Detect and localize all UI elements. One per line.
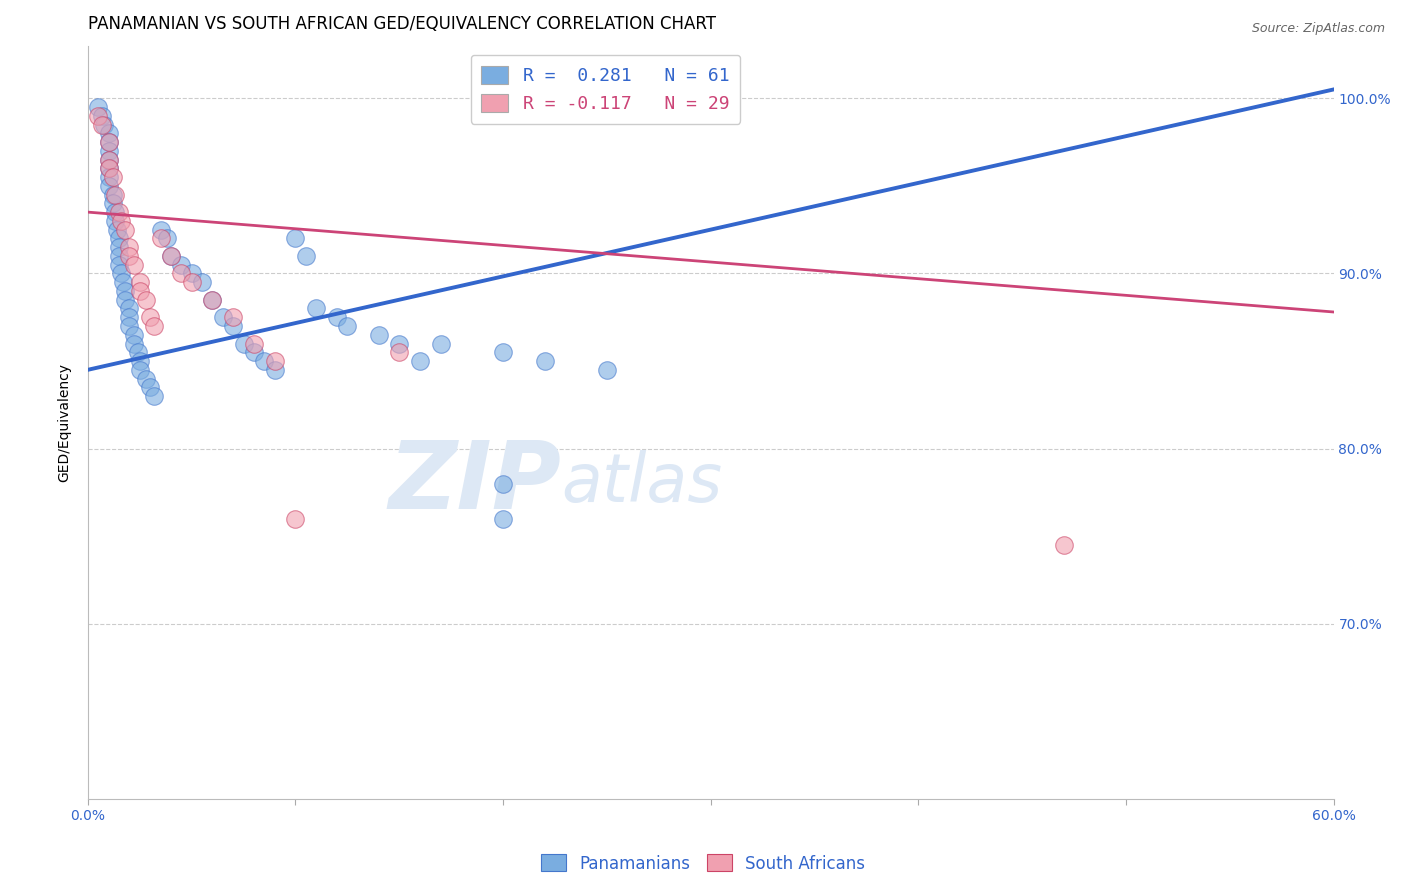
- Point: [122, 336, 145, 351]
- Point: [93, 118, 115, 132]
- Point: [135, 371, 157, 385]
- Text: PANAMANIAN VS SOUTH AFRICAN GED/EQUIVALENCY CORRELATION CHART: PANAMANIAN VS SOUTH AFRICAN GED/EQUIVALE…: [87, 15, 716, 33]
- Point: [367, 327, 389, 342]
- Point: [118, 301, 141, 316]
- Point: [108, 205, 131, 219]
- Point: [596, 363, 619, 377]
- Point: [104, 214, 127, 228]
- Point: [128, 275, 150, 289]
- Point: [127, 345, 149, 359]
- Point: [170, 267, 193, 281]
- Point: [1052, 538, 1074, 552]
- Legend: Panamanians, South Africans: Panamanians, South Africans: [534, 847, 872, 880]
- Point: [139, 310, 162, 325]
- Point: [222, 310, 245, 325]
- Text: ZIP: ZIP: [388, 437, 561, 529]
- Point: [409, 354, 432, 368]
- Point: [122, 258, 145, 272]
- Point: [143, 318, 166, 333]
- Point: [284, 512, 307, 526]
- Point: [295, 249, 318, 263]
- Point: [118, 240, 141, 254]
- Point: [114, 222, 136, 236]
- Point: [191, 275, 214, 289]
- Point: [180, 267, 202, 281]
- Text: Source: ZipAtlas.com: Source: ZipAtlas.com: [1251, 22, 1385, 36]
- Point: [97, 126, 120, 140]
- Point: [160, 249, 183, 263]
- Point: [305, 301, 328, 316]
- Point: [201, 293, 224, 307]
- Point: [243, 336, 266, 351]
- Point: [97, 161, 120, 176]
- Point: [222, 318, 245, 333]
- Point: [108, 249, 131, 263]
- Point: [492, 512, 515, 526]
- Point: [170, 258, 193, 272]
- Point: [430, 336, 453, 351]
- Point: [97, 144, 120, 158]
- Point: [114, 284, 136, 298]
- Point: [108, 258, 131, 272]
- Point: [263, 354, 285, 368]
- Point: [284, 231, 307, 245]
- Point: [336, 318, 359, 333]
- Point: [263, 363, 285, 377]
- Point: [110, 267, 132, 281]
- Point: [97, 161, 120, 176]
- Point: [105, 222, 128, 236]
- Point: [135, 293, 157, 307]
- Point: [201, 293, 224, 307]
- Point: [101, 170, 124, 185]
- Point: [149, 222, 172, 236]
- Point: [388, 336, 411, 351]
- Point: [143, 389, 166, 403]
- Point: [180, 275, 202, 289]
- Legend: R =  0.281   N = 61, R = -0.117   N = 29: R = 0.281 N = 61, R = -0.117 N = 29: [471, 54, 741, 124]
- Point: [97, 135, 120, 149]
- Point: [253, 354, 276, 368]
- Point: [104, 187, 127, 202]
- Point: [533, 354, 555, 368]
- Point: [139, 380, 162, 394]
- Point: [211, 310, 233, 325]
- Point: [87, 100, 110, 114]
- Point: [87, 109, 110, 123]
- Point: [388, 345, 411, 359]
- Point: [108, 231, 131, 245]
- Point: [492, 345, 515, 359]
- Point: [97, 178, 120, 193]
- Point: [97, 135, 120, 149]
- Point: [97, 153, 120, 167]
- Point: [112, 275, 135, 289]
- Point: [91, 109, 114, 123]
- Point: [118, 249, 141, 263]
- Point: [118, 318, 141, 333]
- Point: [128, 284, 150, 298]
- Point: [243, 345, 266, 359]
- Point: [91, 118, 114, 132]
- Point: [326, 310, 349, 325]
- Point: [110, 214, 132, 228]
- Point: [156, 231, 179, 245]
- Point: [97, 153, 120, 167]
- Point: [97, 170, 120, 185]
- Point: [101, 196, 124, 211]
- Point: [128, 363, 150, 377]
- Y-axis label: GED/Equivalency: GED/Equivalency: [58, 363, 72, 482]
- Text: atlas: atlas: [561, 450, 723, 516]
- Point: [118, 310, 141, 325]
- Point: [492, 476, 515, 491]
- Point: [128, 354, 150, 368]
- Point: [122, 327, 145, 342]
- Point: [232, 336, 254, 351]
- Point: [160, 249, 183, 263]
- Point: [108, 240, 131, 254]
- Point: [149, 231, 172, 245]
- Point: [104, 205, 127, 219]
- Point: [101, 187, 124, 202]
- Point: [114, 293, 136, 307]
